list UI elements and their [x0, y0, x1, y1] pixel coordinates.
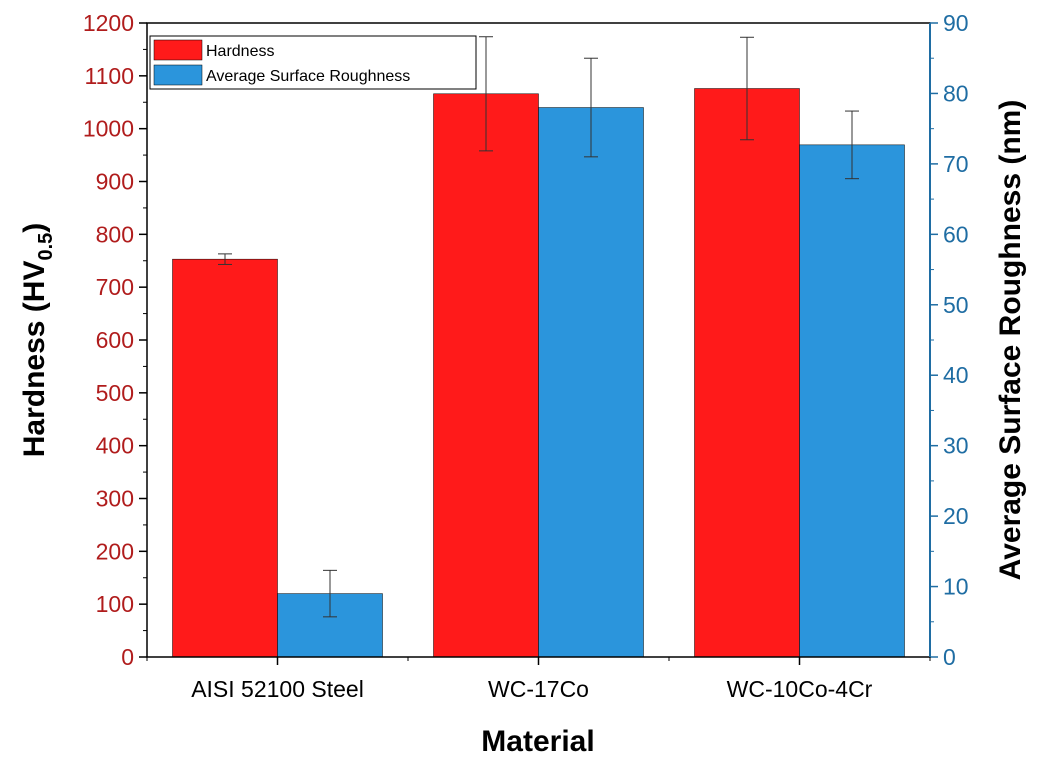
bar-hardness-0 [172, 258, 278, 658]
right-tick-label: 50 [943, 292, 969, 318]
left-axis-title-main: Hardness (HV [18, 261, 51, 458]
right-tick-label: 80 [943, 80, 969, 106]
bar-roughness-1 [538, 107, 644, 658]
left-tick-label: 500 [96, 380, 134, 406]
x-tick-label: WC-10Co-4Cr [727, 676, 873, 702]
left-tick-label: 800 [96, 221, 134, 247]
left-tick-label: 300 [96, 486, 134, 512]
left-tick-label: 600 [96, 327, 134, 353]
left-axis: 0 100 200 300 400 500 600 700 800 900 1000 1100 1200 [83, 10, 147, 670]
left-tick-label: 400 [96, 433, 134, 459]
legend-label-roughness: Average Surface Roughness [206, 68, 410, 85]
x-tick-label: WC-17Co [488, 676, 589, 702]
right-tick-label: 30 [943, 433, 969, 459]
right-axis-title: Average Surface Roughness (nm) [994, 100, 1027, 581]
legend-label-hardness: Hardness [206, 43, 274, 60]
right-tick-label: 10 [943, 574, 969, 600]
left-tick-label: 700 [96, 274, 134, 300]
errorbar-roughness-1 [584, 57, 598, 158]
left-axis-title-sub: 0.5 [35, 233, 57, 261]
right-tick-label: 0 [943, 644, 956, 670]
right-tick-label: 40 [943, 362, 969, 388]
left-axis-title: Hardness (HV0.5) [18, 223, 57, 458]
left-tick-label: 200 [96, 538, 134, 564]
bar-hardness-2 [694, 88, 800, 658]
bars-group [172, 88, 905, 658]
left-tick-label: 900 [96, 169, 134, 195]
bar-roughness-2 [799, 144, 905, 658]
right-tick-label: 90 [943, 10, 969, 36]
left-tick-label: 1200 [83, 10, 134, 36]
x-axis: AISI 52100 Steel WC-17Co WC-10Co-4Cr [146, 657, 931, 702]
legend: Hardness Average Surface Roughness [149, 35, 477, 90]
left-tick-label: 0 [121, 644, 134, 670]
right-tick-label: 20 [943, 503, 969, 529]
x-tick-label: AISI 52100 Steel [191, 676, 364, 702]
x-axis-title: Material [481, 725, 594, 758]
right-tick-label: 60 [943, 221, 969, 247]
legend-swatch-hardness [153, 39, 203, 61]
left-tick-label: 1000 [83, 116, 134, 142]
left-tick-label: 1100 [85, 63, 134, 89]
bar-hardness-1 [433, 93, 539, 658]
errorbar-roughness-2 [845, 110, 859, 180]
left-tick-label: 100 [96, 591, 134, 617]
errorbar-hardness-0 [218, 253, 232, 265]
legend-box [149, 35, 477, 90]
left-axis-title-end: ) [18, 223, 51, 233]
errorbar-roughness-0 [323, 569, 337, 618]
legend-swatch-roughness [153, 64, 203, 86]
errorbar-hardness-2 [740, 36, 754, 141]
right-axis: 0 10 20 30 40 50 60 70 80 90 [929, 10, 969, 670]
errorbar-hardness-1 [479, 36, 493, 152]
error-bars-group [218, 36, 859, 618]
right-tick-label: 70 [943, 151, 969, 177]
